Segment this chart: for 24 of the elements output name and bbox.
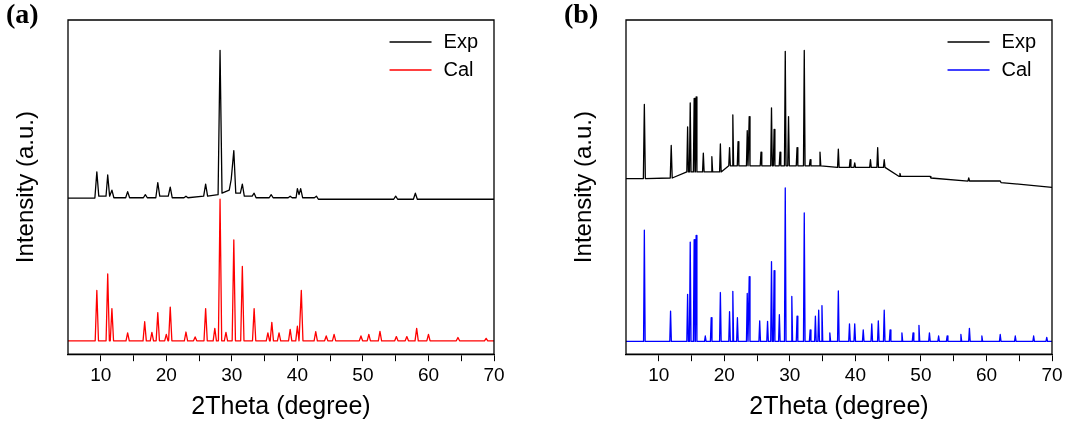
chart-title: (b) — [564, 0, 599, 30]
x-tick-label: 40 — [286, 363, 308, 385]
y-axis-title: Intensity (a.u.) — [568, 111, 596, 264]
x-tick-label: 30 — [221, 363, 243, 385]
x-tick-label: 70 — [1041, 363, 1063, 385]
x-tick-label: 30 — [779, 363, 801, 385]
chart-title: (a) — [6, 0, 39, 30]
x-tick-label: 10 — [648, 363, 670, 385]
y-axis-title: Intensity (a.u.) — [10, 111, 38, 264]
legend-label: Cal — [1001, 57, 1032, 80]
x-tick-label: 40 — [844, 363, 866, 385]
x-tick-label: 60 — [975, 363, 998, 385]
legend-label: Cal — [443, 57, 474, 80]
x-tick-label: 60 — [417, 363, 440, 385]
x-tick-label: 20 — [713, 363, 735, 385]
x-tick-label: 70 — [483, 363, 505, 385]
legend-label: Exp — [1001, 29, 1037, 52]
legend-label: Exp — [443, 29, 479, 52]
x-axis-title: 2Theta (degree) — [749, 390, 929, 419]
x-tick-label: 50 — [352, 363, 374, 385]
x-tick-label: 50 — [910, 363, 932, 385]
x-axis-title: 2Theta (degree) — [191, 390, 371, 419]
x-tick-label: 20 — [155, 363, 177, 385]
x-tick-label: 10 — [90, 363, 112, 385]
